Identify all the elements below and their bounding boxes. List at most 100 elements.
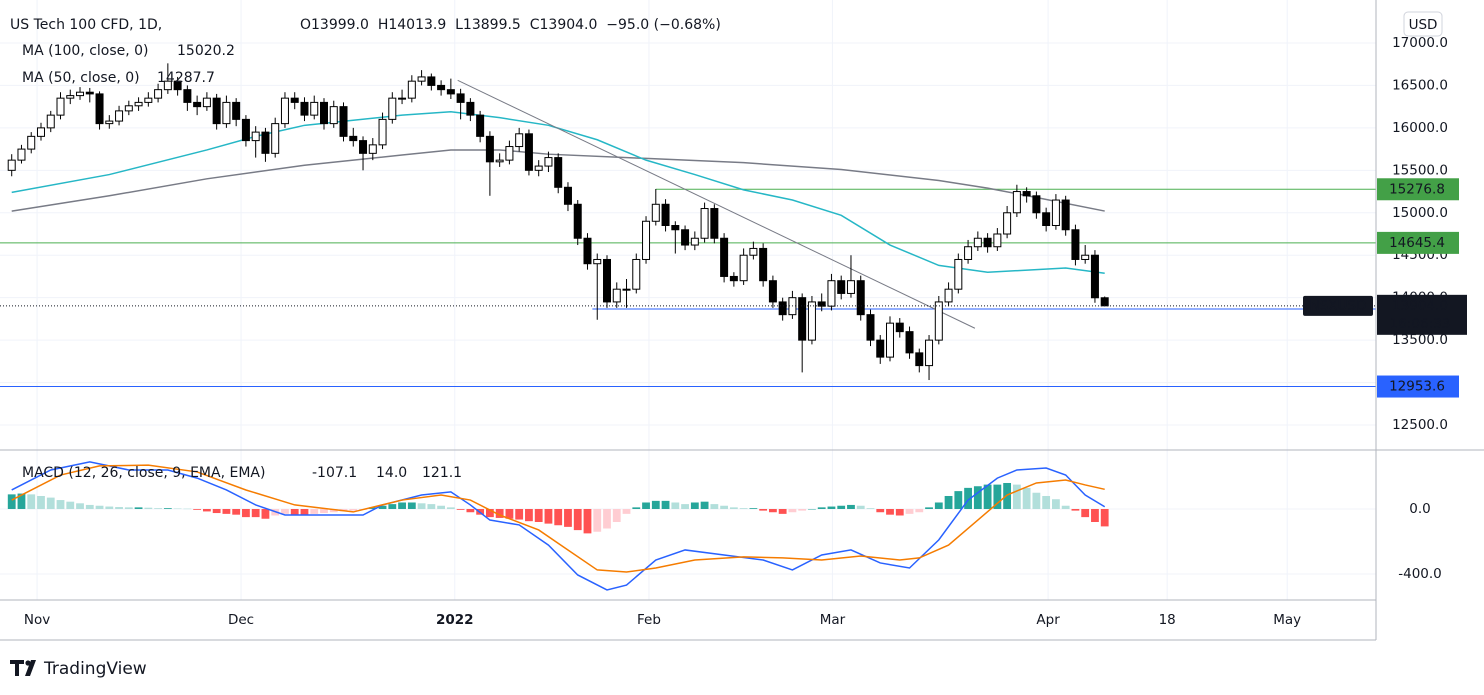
- macd-bar: [378, 505, 387, 509]
- candle-body: [681, 229, 690, 246]
- macd-bar: [573, 508, 582, 531]
- macd-bar: [544, 508, 553, 524]
- candle-body: [534, 165, 543, 171]
- logo-t: [10, 660, 24, 676]
- macd-label: MACD (12, 26, close, 9, EMA, EMA): [22, 465, 265, 481]
- candle-body: [36, 127, 45, 137]
- macd-bar: [437, 505, 446, 509]
- macd-bar: [193, 508, 202, 510]
- candle-body: [105, 120, 114, 125]
- macd-bar: [66, 501, 75, 509]
- macd-bar: [466, 508, 475, 513]
- candle-body: [261, 131, 270, 154]
- candle-body: [388, 97, 397, 120]
- macd-bar: [525, 508, 533, 522]
- candle-body: [1081, 254, 1090, 260]
- macd-bar: [124, 507, 133, 509]
- candle-body: [1071, 229, 1080, 260]
- candle-body: [944, 288, 953, 303]
- candle-body: [7, 159, 16, 171]
- macd-bar: [1081, 508, 1090, 518]
- macd-bar: [534, 508, 543, 522]
- macd-bar: [593, 508, 602, 532]
- candle-body: [378, 118, 387, 146]
- level-badge: [1377, 231, 1459, 254]
- candle-body: [876, 339, 885, 358]
- candle-body: [222, 101, 231, 125]
- candle-body: [456, 93, 465, 103]
- candle-body: [700, 208, 709, 239]
- macd-bar: [817, 507, 826, 509]
- candle-body: [866, 314, 875, 341]
- candle-body: [651, 203, 660, 222]
- candle-body: [271, 123, 280, 154]
- candle-body: [807, 301, 816, 341]
- candle-body: [612, 288, 621, 303]
- candle-body: [495, 159, 504, 163]
- macd-bar: [134, 507, 143, 509]
- macd-bar: [847, 504, 855, 509]
- macd-bar: [642, 502, 650, 509]
- macd-bar: [183, 508, 192, 510]
- candle-body: [1003, 212, 1012, 235]
- macd-bar: [17, 493, 26, 509]
- macd-bar: [681, 504, 689, 509]
- candle-body: [134, 101, 143, 107]
- candle-body: [710, 208, 719, 239]
- macd-bar: [915, 508, 924, 513]
- candle-body: [895, 322, 904, 333]
- symbol-badge: [1303, 295, 1373, 316]
- macd-bar: [163, 508, 172, 509]
- candle-body: [973, 237, 982, 248]
- axis-layer: USD Nov Dec 2022 Feb Mar Apr 18 May 17000.0 16500…: [0, 0, 1484, 641]
- candle-body: [368, 144, 377, 154]
- candle-body: [417, 76, 426, 82]
- y-tick-label: 12500.0: [1392, 417, 1448, 433]
- candle-body: [837, 280, 846, 294]
- macd-bar: [954, 491, 963, 509]
- brand: TradingView: [43, 659, 147, 679]
- macd-bar: [651, 500, 660, 509]
- macd-bar: [895, 508, 904, 516]
- macd-bar: [388, 504, 397, 509]
- candle-body: [173, 80, 182, 91]
- macd-bar: [710, 504, 719, 509]
- candle-body: [632, 258, 641, 290]
- macd-hist-value: -107.1: [312, 465, 357, 481]
- x-tick-label: Nov: [24, 612, 50, 628]
- macd-bar: [778, 508, 787, 514]
- macd-bar: [1042, 495, 1051, 509]
- candle-body: [466, 101, 475, 116]
- candle-body: [817, 301, 826, 307]
- candle-body: [671, 225, 680, 231]
- macd-bar: [1091, 508, 1099, 522]
- candle-body: [622, 288, 631, 291]
- macd-bar: [456, 508, 465, 510]
- candle-body: [349, 135, 358, 142]
- macd-bar: [837, 505, 846, 509]
- candle-body: [437, 84, 446, 91]
- candle-body: [319, 101, 328, 125]
- candle-body: [563, 186, 572, 205]
- macd-bar: [1052, 499, 1060, 509]
- macd-bar: [583, 508, 592, 534]
- candle-body: [1090, 254, 1099, 299]
- currency-button[interactable]: [1403, 11, 1443, 37]
- currency[interactable]: USD: [1409, 17, 1438, 33]
- candle-body: [212, 97, 221, 125]
- candle-body: [163, 80, 172, 91]
- macd-bar: [144, 507, 153, 509]
- macd-bar: [251, 508, 260, 518]
- candle-body: [17, 148, 26, 161]
- level-badge-label: 12953.6: [1389, 379, 1445, 395]
- brand-logo: TradingView: [10, 659, 147, 679]
- macd-bar: [290, 508, 299, 515]
- macd-bar: [983, 484, 992, 509]
- macd-bar: [759, 508, 768, 511]
- candle-body: [27, 135, 36, 150]
- macd-bar: [749, 508, 758, 509]
- macd-bar: [407, 502, 416, 509]
- y-tick-label: 16000.0: [1392, 120, 1448, 136]
- symbol-badge-label: NSXUSD: [1310, 298, 1367, 314]
- candle-body: [905, 331, 914, 354]
